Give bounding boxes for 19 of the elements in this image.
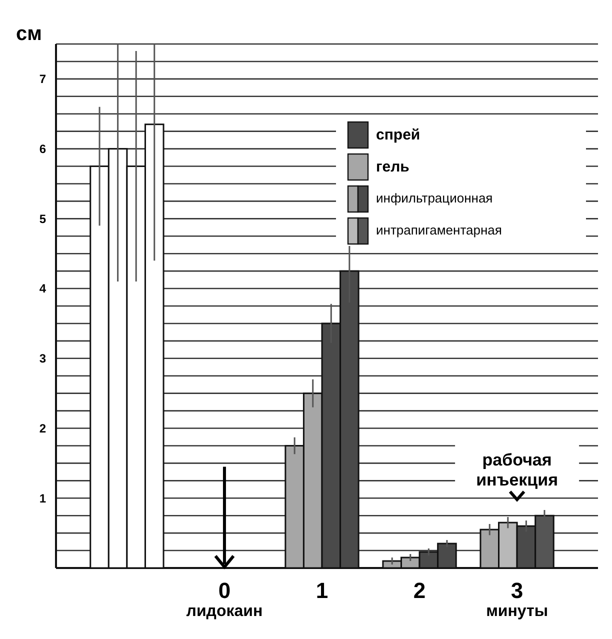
y-tick-label: 4 (39, 282, 46, 296)
annotation: инфильтрационная (376, 190, 493, 206)
text: лидокаин (186, 603, 263, 620)
y-axis-title: см (16, 23, 42, 45)
x-tick-label: 0 (218, 578, 231, 603)
annotation: интрапигаментарная (376, 222, 502, 238)
annotation: гель (376, 158, 410, 176)
annotation: рабочая инъекция (476, 450, 558, 490)
y-tick-label: 7 (39, 72, 46, 86)
y-tick-label: 6 (39, 142, 46, 156)
x-axis-title: минуты (486, 603, 548, 620)
y-tick-label: 3 (39, 352, 46, 366)
y-tick-label: 5 (39, 212, 46, 226)
x-tick-label: 3 (510, 578, 524, 603)
y-tick-label: 1 (39, 491, 46, 506)
annotation: спрей (376, 126, 420, 144)
y-tick-label: 2 (39, 421, 46, 436)
x-tick-label: 1 (316, 578, 328, 603)
x-tick-label: 2 (413, 578, 426, 603)
